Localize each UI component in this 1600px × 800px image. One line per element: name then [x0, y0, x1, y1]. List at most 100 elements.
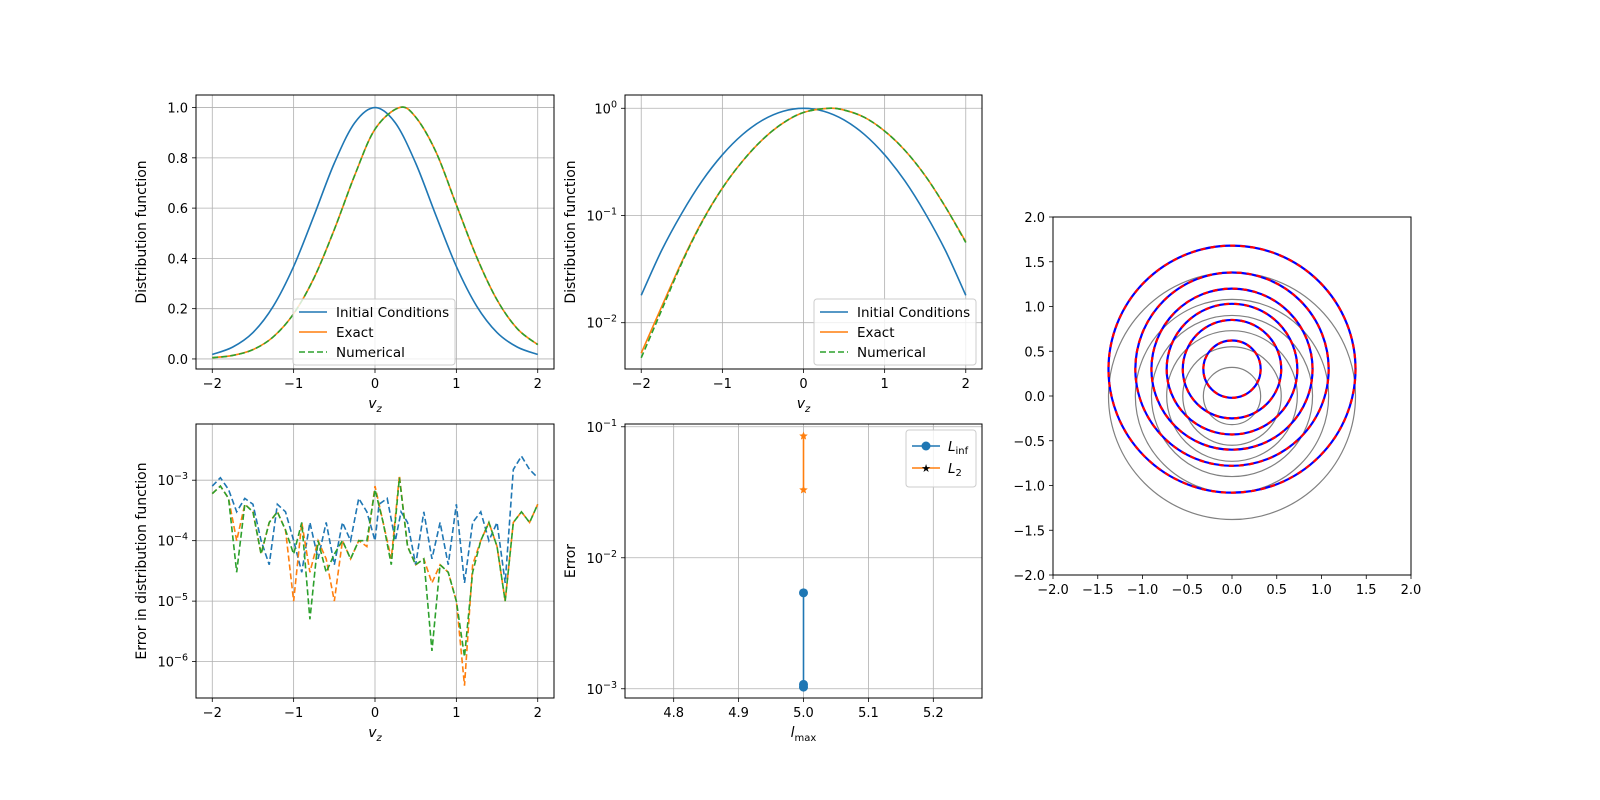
p3-xtick-label-2: 0 — [371, 706, 379, 721]
p3-xtick-label-0: −2 — [203, 706, 222, 721]
p1-legend — [292, 298, 456, 366]
p3-ytick-label-2: 10−4 — [157, 532, 188, 550]
p1-xtick-label-4: 2 — [534, 377, 542, 392]
p1-legend-label-1: Exact — [336, 325, 374, 341]
p1-series-2-line — [212, 106, 539, 359]
p2-plot-area — [640, 107, 967, 359]
p5-xtick-label-4: 0.0 — [1222, 583, 1243, 598]
p1-ytick-label-3: 0.6 — [167, 202, 188, 217]
p5-initial-contour-0 — [1202, 366, 1262, 426]
p1-xtick-label-1: −1 — [284, 377, 303, 392]
p1-ytick-label-0: 0.0 — [167, 353, 188, 368]
p2-xtick-label-4: 2 — [962, 377, 970, 392]
p5-exact-contour-5 — [1107, 244, 1357, 494]
p5-numerical-contour-3 — [1150, 287, 1314, 451]
p5-initial-contour-5 — [1107, 271, 1357, 521]
p5-ytick-label-3: −0.5 — [1013, 435, 1045, 450]
p3-xtick-label-3: 1 — [452, 706, 460, 721]
p5-xtick-label-1: −1.5 — [1082, 583, 1114, 598]
p1-series-0-line — [212, 106, 538, 356]
p5-ytick-label-7: 1.5 — [1024, 256, 1045, 271]
p5-initial-contour-2 — [1166, 330, 1298, 462]
p3-ylabel: Error in distribution function — [134, 462, 150, 659]
p2-xlabel: vz — [797, 396, 811, 415]
p1-ytick-label-2: 0.4 — [167, 252, 188, 267]
p1-legend-label-2: Numerical — [336, 345, 405, 361]
p4-ytick-label-2: 10−1 — [586, 418, 617, 436]
p2-xtick-label-0: −2 — [632, 377, 651, 392]
p2-series-0-line — [640, 107, 967, 296]
p4-legend-label-0: Linf — [948, 439, 969, 457]
p4-series-1-point-1 — [799, 485, 808, 494]
p5-xtick-label-3: −0.5 — [1171, 583, 1203, 598]
p1-legend-label-0: Initial Conditions — [336, 305, 449, 321]
p1-xtick-label-2: 0 — [371, 377, 379, 392]
p2-series-2-line — [640, 107, 967, 359]
p1-ytick-label-1: 0.2 — [167, 303, 188, 318]
p5-numerical-contour-1 — [1181, 318, 1283, 420]
p4-xtick-label-1: 4.9 — [728, 706, 749, 721]
p4-xtick-label-3: 5.1 — [858, 706, 879, 721]
p5-ytick-label-4: 0.0 — [1024, 390, 1045, 405]
p4-legend-marker-1: ★ — [921, 462, 931, 475]
p4-xtick-label-4: 5.2 — [923, 706, 944, 721]
p4-ytick-label-1: 10−2 — [586, 549, 617, 567]
p3-xtick-label-1: −1 — [284, 706, 303, 721]
p4-xlabel: lmax — [791, 725, 817, 744]
p5-ytick-label-5: 0.5 — [1024, 345, 1045, 360]
p5-initial-contour-4 — [1134, 298, 1330, 494]
p2-xtick-label-1: −1 — [713, 377, 732, 392]
p1-plot-area — [212, 106, 539, 359]
p5-numerical-contour-5 — [1107, 244, 1357, 494]
p5-xtick-label-2: −1.0 — [1127, 583, 1159, 598]
p5-xtick-label-8: 2.0 — [1401, 583, 1422, 598]
p1-xtick-label-0: −2 — [203, 377, 222, 392]
p3-series-2-line — [211, 477, 539, 657]
p3-ytick-label-3: 10−3 — [157, 471, 188, 489]
p1-ylabel: Distribution function — [134, 160, 150, 303]
p3-plot-area — [211, 454, 539, 686]
p4-xtick-label-0: 4.8 — [663, 706, 684, 721]
p2-ytick-label-0: 10−2 — [586, 314, 617, 332]
p5-initial-contour-3 — [1150, 314, 1314, 478]
p5-ytick-label-8: 2.0 — [1024, 211, 1045, 226]
p5-initial-contour-1 — [1182, 346, 1282, 446]
p2-ytick-label-2: 100 — [594, 99, 617, 117]
p1-xlabel: vz — [368, 396, 382, 415]
p5-ytick-label-1: −1.5 — [1013, 524, 1045, 539]
p5-axes-frame — [1052, 216, 1412, 576]
p4-legend-marker-0 — [921, 441, 931, 451]
p4-series-1-point-0 — [799, 431, 808, 440]
p4-series-0-point-0 — [799, 588, 808, 598]
p1-xtick-label-3: 1 — [452, 377, 460, 392]
p5-xtick-label-0: −2.0 — [1037, 583, 1069, 598]
p2-ylabel: Distribution function — [563, 160, 579, 303]
p5-numerical-contour-2 — [1165, 302, 1299, 436]
p2-xtick-label-2: 0 — [799, 377, 807, 392]
p2-ytick-label-1: 10−1 — [586, 206, 617, 224]
p5-xtick-label-5: 0.5 — [1266, 583, 1287, 598]
p5-ytick-label-0: −2.0 — [1013, 569, 1045, 584]
p5-xtick-label-6: 1.0 — [1311, 583, 1332, 598]
p5-numerical-contour-4 — [1134, 271, 1330, 467]
p4-ylabel: Error — [563, 544, 579, 578]
p5-numerical-contour-0 — [1202, 339, 1262, 399]
p2-xtick-label-3: 1 — [880, 377, 888, 392]
p5-ytick-label-2: −1.0 — [1013, 480, 1045, 495]
p4-legend — [905, 429, 977, 488]
p1-ytick-label-5: 1.0 — [167, 102, 188, 117]
p1-ytick-label-4: 0.8 — [167, 152, 188, 167]
p3-ytick-label-0: 10−6 — [157, 653, 188, 671]
p5-xtick-label-7: 1.5 — [1356, 583, 1377, 598]
p3-xtick-label-4: 2 — [534, 706, 542, 721]
p5-ytick-label-6: 1.0 — [1024, 301, 1045, 316]
p4-ytick-label-0: 10−3 — [586, 680, 617, 698]
p4-legend-label-1: L2 — [948, 461, 962, 479]
p2-legend — [813, 298, 977, 366]
p3-ytick-label-1: 10−5 — [157, 592, 188, 610]
p4-xtick-label-2: 5.0 — [793, 706, 814, 721]
p2-legend-label-2: Numerical — [857, 345, 926, 361]
p2-legend-label-1: Exact — [857, 325, 895, 341]
p3-xlabel: vz — [368, 725, 382, 744]
